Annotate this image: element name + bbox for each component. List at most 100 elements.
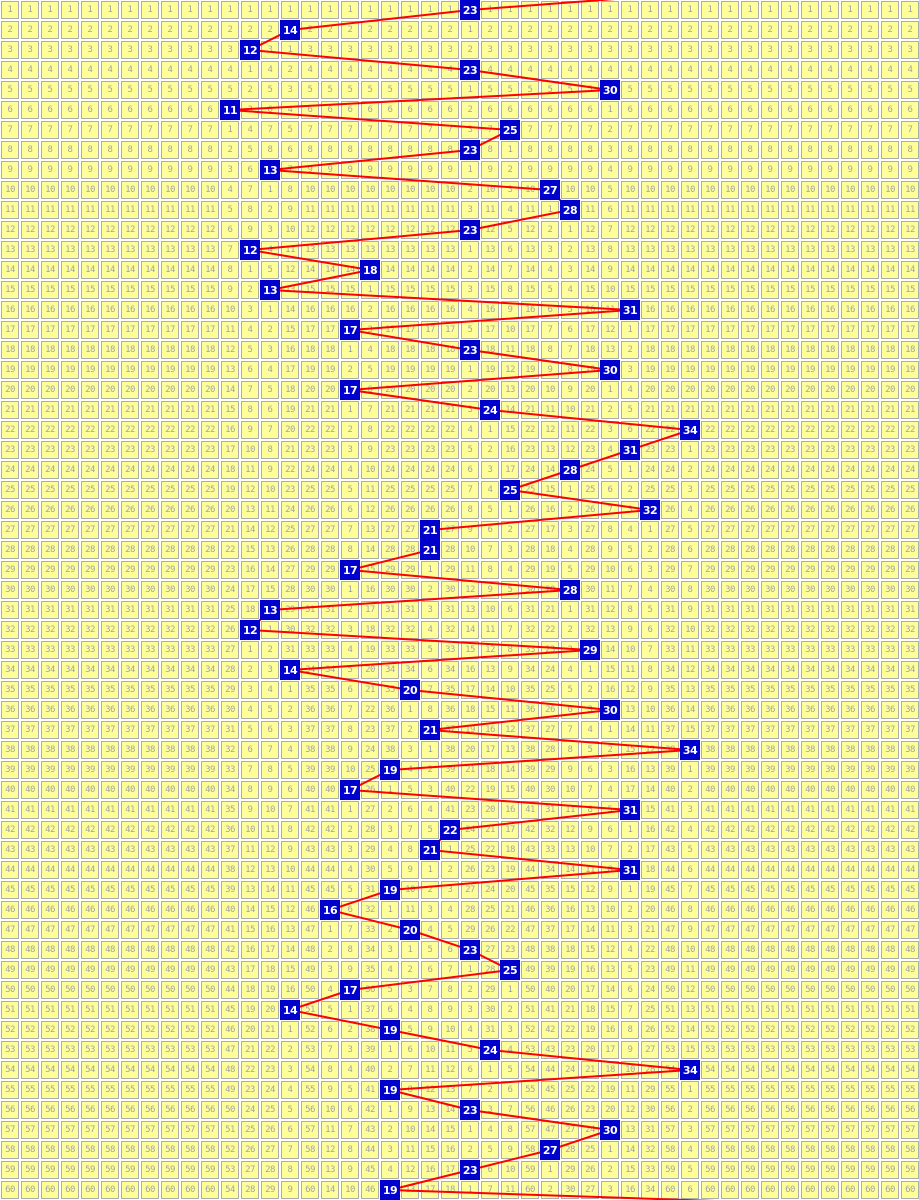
miss-count-cell: 16 [441, 1141, 459, 1159]
miss-count-cell: 11 [601, 921, 619, 939]
miss-count-cell: 44 [521, 861, 539, 879]
miss-count-cell: 53 [701, 1041, 719, 1059]
miss-count-cell: 14 [261, 881, 279, 899]
miss-count-cell: 25 [441, 481, 459, 499]
miss-count-cell: 20 [481, 381, 499, 399]
miss-count-cell: 38 [321, 741, 339, 759]
miss-count-cell: 13 [781, 241, 799, 259]
miss-count-cell: 26 [541, 701, 559, 719]
miss-count-cell: 52 [201, 1021, 219, 1039]
miss-count-cell: 1 [681, 1081, 699, 1099]
miss-count-cell: 5 [681, 521, 699, 539]
miss-count-cell: 11 [241, 461, 259, 479]
miss-count-cell: 55 [1, 1081, 19, 1099]
miss-count-cell: 19 [821, 361, 839, 379]
miss-count-cell: 13 [401, 1181, 419, 1199]
miss-count-cell: 52 [821, 1021, 839, 1039]
miss-count-cell: 3 [901, 41, 919, 59]
miss-count-cell: 4 [461, 1021, 479, 1039]
miss-count-cell: 1 [761, 1, 779, 19]
miss-count-cell: 10 [601, 901, 619, 919]
miss-count-cell: 3 [341, 621, 359, 639]
miss-count-cell: 7 [461, 481, 479, 499]
miss-count-cell: 24 [881, 461, 899, 479]
miss-count-cell: 21 [901, 401, 919, 419]
miss-count-cell: 10 [441, 1021, 459, 1039]
miss-count-cell: 22 [761, 421, 779, 439]
miss-count-cell: 15 [541, 481, 559, 499]
miss-count-cell: 33 [441, 641, 459, 659]
miss-count-cell: 11 [261, 821, 279, 839]
miss-count-cell: 8 [21, 141, 39, 159]
miss-count-cell: 7 [81, 121, 99, 139]
miss-count-cell: 9 [861, 161, 879, 179]
miss-count-cell: 32 [581, 621, 599, 639]
miss-count-cell: 3 [621, 501, 639, 519]
miss-count-cell: 21 [741, 401, 759, 419]
miss-count-cell: 28 [181, 541, 199, 559]
miss-count-cell: 33 [21, 641, 39, 659]
miss-count-cell: 1 [461, 21, 479, 39]
miss-count-cell: 39 [141, 761, 159, 779]
miss-count-cell: 27 [21, 521, 39, 539]
miss-count-cell: 5 [501, 581, 519, 599]
miss-count-cell: 12 [201, 221, 219, 239]
miss-count-cell: 12 [661, 221, 679, 239]
miss-count-cell: 15 [461, 641, 479, 659]
miss-count-cell: 46 [221, 1021, 239, 1039]
miss-count-cell: 37 [541, 921, 559, 939]
miss-count-cell: 12 [901, 221, 919, 239]
miss-count-cell: 8 [641, 661, 659, 679]
miss-count-cell: 1 [321, 921, 339, 939]
miss-count-cell: 8 [561, 361, 579, 379]
miss-count-cell: 16 [601, 681, 619, 699]
miss-count-cell: 29 [401, 561, 419, 579]
miss-count-cell: 18 [261, 961, 279, 979]
miss-count-cell: 59 [841, 1161, 859, 1179]
miss-count-cell: 60 [741, 1181, 759, 1199]
miss-count-cell: 26 [201, 501, 219, 519]
miss-count-cell: 46 [181, 901, 199, 919]
miss-count-cell: 8 [481, 141, 499, 159]
miss-count-cell: 8 [601, 521, 619, 539]
drawn-number-cell: 19 [380, 1180, 400, 1200]
drawn-number-cell: 28 [560, 460, 580, 480]
miss-count-cell: 2 [861, 21, 879, 39]
miss-count-cell: 20 [81, 381, 99, 399]
miss-count-cell: 26 [401, 501, 419, 519]
miss-count-cell: 53 [221, 1161, 239, 1179]
miss-count-cell: 48 [521, 941, 539, 959]
miss-count-cell: 12 [441, 221, 459, 239]
miss-count-cell: 36 [721, 701, 739, 719]
miss-count-cell: 19 [201, 361, 219, 379]
miss-count-cell: 16 [241, 941, 259, 959]
miss-count-cell: 60 [721, 1181, 739, 1199]
miss-count-cell: 3 [361, 41, 379, 59]
miss-count-cell: 17 [721, 321, 739, 339]
miss-count-cell: 3 [121, 41, 139, 59]
miss-count-cell: 53 [201, 1041, 219, 1059]
miss-count-cell: 3 [661, 41, 679, 59]
miss-count-cell: 28 [561, 1141, 579, 1159]
miss-count-cell: 22 [641, 421, 659, 439]
miss-count-cell: 28 [381, 541, 399, 559]
miss-count-cell: 16 [241, 561, 259, 579]
miss-count-cell: 20 [281, 421, 299, 439]
miss-count-cell: 7 [501, 1101, 519, 1119]
miss-count-cell: 26 [381, 501, 399, 519]
miss-count-cell: 9 [21, 161, 39, 179]
miss-count-cell: 31 [281, 641, 299, 659]
miss-count-cell: 12 [621, 1101, 639, 1119]
miss-count-cell: 1 [161, 1, 179, 19]
miss-count-cell: 60 [801, 1181, 819, 1199]
drawn-number-cell: 25 [500, 960, 520, 980]
miss-count-cell: 2 [221, 21, 239, 39]
miss-count-cell: 3 [461, 401, 479, 419]
miss-count-cell: 27 [181, 521, 199, 539]
miss-count-cell: 14 [541, 461, 559, 479]
miss-count-cell: 6 [441, 101, 459, 119]
miss-count-cell: 47 [81, 921, 99, 939]
miss-count-cell: 6 [901, 101, 919, 119]
miss-count-cell: 10 [401, 881, 419, 899]
miss-count-cell: 11 [581, 201, 599, 219]
